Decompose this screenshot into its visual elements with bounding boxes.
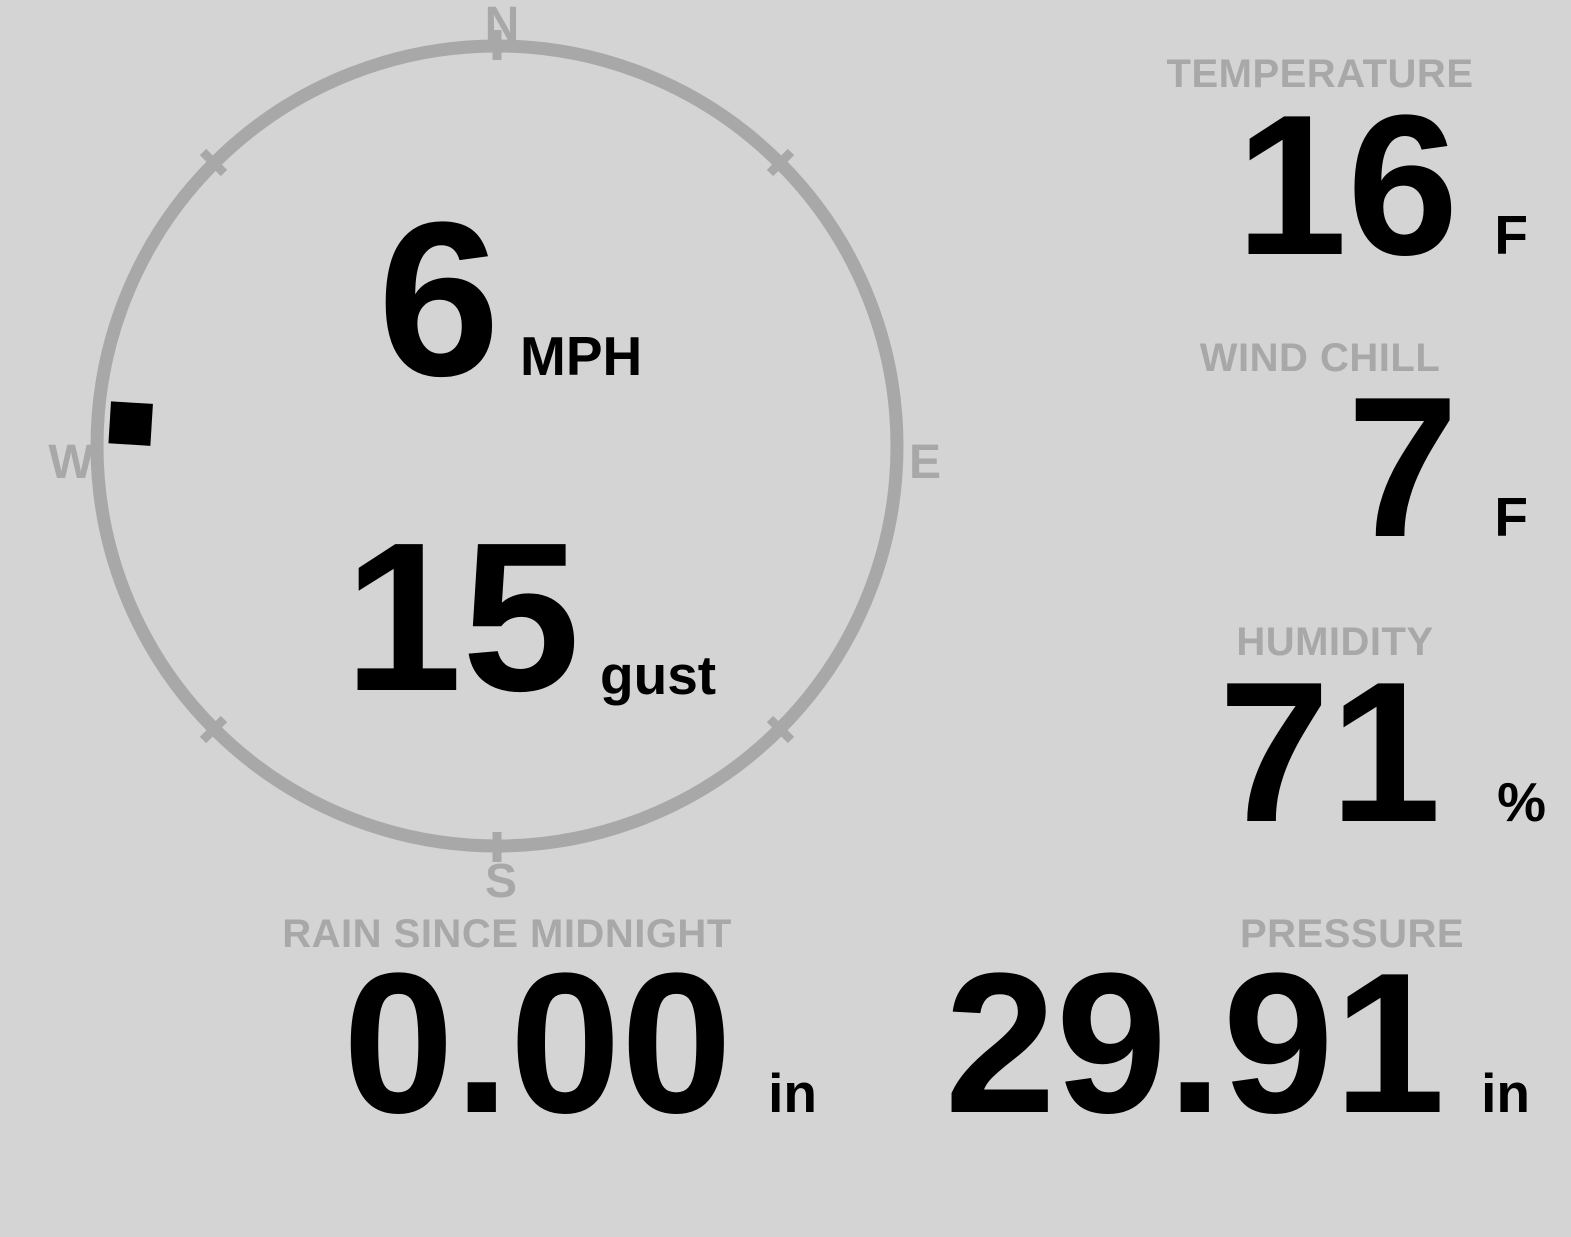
compass-tick-northeast: [766, 148, 795, 177]
wind-chill-value-row: 7 F: [1347, 368, 1528, 568]
wind-gust-unit: gust: [600, 644, 716, 706]
humidity-value-row: 71 %: [1219, 653, 1546, 853]
temperature-unit: F: [1494, 204, 1528, 266]
rain-value: 0.00: [342, 932, 733, 1155]
compass-label-north: N: [485, 0, 520, 51]
wind-chill-value: 7: [1347, 356, 1459, 579]
humidity-unit: %: [1497, 771, 1546, 833]
humidity-label: HUMIDITY: [1236, 620, 1434, 664]
wind-chill-label: WIND CHILL: [1199, 336, 1441, 380]
pressure-label: PRESSURE: [1239, 912, 1465, 956]
compass-label-east: E: [909, 436, 941, 489]
temperature-value: 16: [1235, 74, 1459, 297]
pressure-value: 29.91: [944, 932, 1446, 1155]
pressure-unit: in: [1481, 1062, 1530, 1124]
wind-direction-indicator: [108, 401, 153, 446]
compass-ticks: [199, 30, 795, 862]
wind-gust-value: 15: [344, 498, 580, 735]
temperature-label: TEMPERATURE: [1166, 52, 1474, 96]
temperature-value-row: 16 F: [1236, 86, 1528, 286]
wind-chill-unit: F: [1494, 486, 1528, 548]
compass-tick-southwest: [199, 715, 228, 744]
pressure-value-row: 29.91 in: [945, 944, 1530, 1144]
wind-speed-unit: MPH: [520, 325, 642, 387]
compass-label-south: S: [485, 855, 517, 908]
compass-tick-southeast: [766, 715, 795, 744]
rain-unit: in: [768, 1062, 817, 1124]
compass-tick-northwest: [199, 148, 228, 177]
wind-speed-value: 6: [378, 176, 500, 422]
rain-value-row: 0.00 in: [343, 944, 817, 1144]
compass-label-west: W: [48, 436, 94, 489]
humidity-value: 71: [1218, 641, 1442, 864]
wind-compass: N E S W 6 MPH 15 gust: [48, 0, 941, 908]
rain-label: RAIN SINCE MIDNIGHT: [282, 912, 732, 956]
